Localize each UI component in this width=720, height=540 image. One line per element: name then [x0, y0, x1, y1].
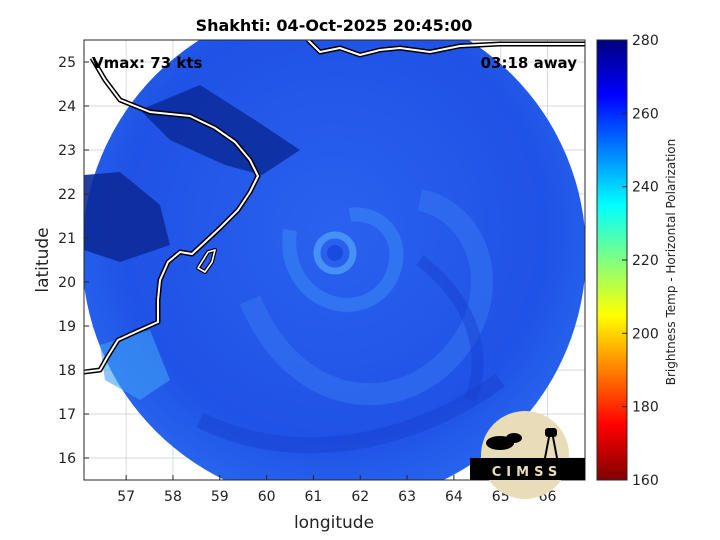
x-tick-label: 58: [164, 489, 182, 505]
y-tick-label: 24: [58, 99, 76, 115]
storm-eyewall: [313, 231, 357, 275]
away-label: 03:18 away: [481, 54, 578, 72]
x-tick-label: 62: [351, 489, 369, 505]
colorbar-tick-label: 200: [632, 326, 659, 342]
dark-region-west: [84, 172, 170, 262]
y-tick-label: 23: [58, 143, 76, 159]
dark-lane-south: [196, 373, 505, 454]
colorbar-tick-label: 240: [632, 180, 659, 196]
dark-lane-east: [416, 255, 484, 403]
x-tick-label: 63: [398, 489, 416, 505]
colorbar-tick-label: 180: [632, 400, 659, 416]
x-axis-label: longitude: [294, 513, 374, 533]
y-tick-label: 19: [58, 319, 76, 335]
y-tick-label: 17: [58, 407, 76, 423]
x-tick-label: 61: [305, 489, 323, 505]
vmax-label: Vmax: 73 kts: [92, 54, 202, 72]
colorbar-ticks: 160 180 200 220 240 260 280: [622, 33, 659, 489]
y-tick-label: 21: [58, 231, 76, 247]
colorbar-tick-label: 280: [632, 33, 659, 49]
x-tick-label: 60: [258, 489, 276, 505]
y-tick-label: 20: [58, 275, 76, 291]
microwave-swath: [84, 40, 585, 480]
y-tick-label: 16: [58, 451, 76, 467]
y-axis-label: latitude: [33, 227, 53, 292]
x-axis-ticks: 57 58 59 60 61 62 63 64 65 66: [117, 475, 557, 505]
rainband-outer: [239, 189, 493, 406]
y-tick-label: 22: [58, 187, 76, 203]
coastline: [84, 40, 585, 375]
x-tick-label: 64: [445, 489, 463, 505]
colorbar-tick-label: 160: [632, 473, 659, 489]
cimss-logo: CIMSS: [470, 411, 585, 499]
colorbar-tick-label: 220: [632, 253, 659, 269]
y-axis-ticks: 16 17 18 19 20 21 22 23 24 25: [58, 55, 89, 467]
x-tick-label: 59: [211, 489, 229, 505]
x-tick-label: 57: [117, 489, 135, 505]
colorbar-label: Brightness Temp - Horizontal Polarizatio…: [664, 139, 678, 386]
y-tick-label: 25: [58, 55, 76, 71]
axes-frame: [83, 39, 586, 481]
logo-text: CIMSS: [492, 465, 562, 480]
colorbar-tick-label: 260: [632, 106, 659, 122]
chart-title: Shakhti: 04-Oct-2025 20:45:00: [196, 16, 473, 35]
light-region-southwest: [100, 330, 170, 400]
y-tick-label: 18: [58, 363, 76, 379]
storm-eye: [327, 245, 343, 261]
rainband-inner: [282, 207, 404, 312]
